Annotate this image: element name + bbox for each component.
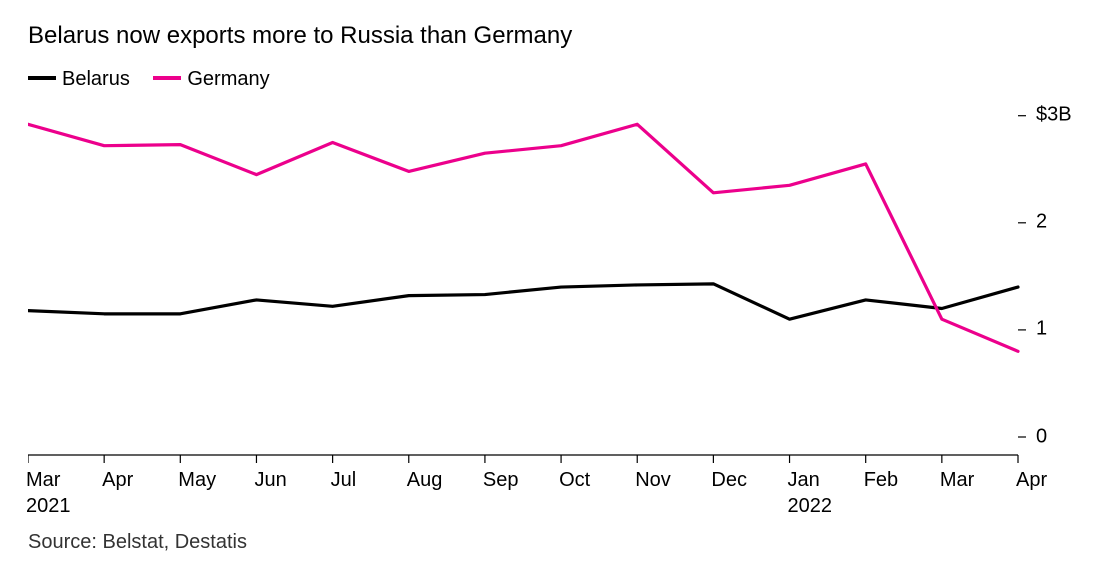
x-tick-label: Jan bbox=[788, 469, 820, 492]
legend-item-belarus: Belarus bbox=[28, 68, 130, 91]
x-tick-label: Jun bbox=[254, 469, 286, 492]
y-tick-label: 2 bbox=[1036, 211, 1047, 234]
legend-label-belarus: Belarus bbox=[62, 68, 130, 91]
chart-area: 0 1 2 $3B Mar 2021 Apr May Jun Jul Aug Sep Oct Nov Dec… bbox=[28, 97, 1072, 517]
x-tick-label: Nov bbox=[635, 469, 671, 492]
x-tick-label: Sep bbox=[483, 469, 519, 492]
legend: Belarus Germany bbox=[28, 64, 1072, 91]
x-tick-label: Apr bbox=[1016, 469, 1047, 492]
x-tick-label: Aug bbox=[407, 469, 443, 492]
x-tick-label: Oct bbox=[559, 469, 590, 492]
source-text: Source: Belstat, Destatis bbox=[28, 531, 1072, 554]
legend-swatch-germany bbox=[153, 76, 181, 80]
x-year-label: 2022 bbox=[788, 495, 833, 518]
y-tick-label: 1 bbox=[1036, 318, 1047, 341]
x-tick-label: Mar bbox=[940, 469, 974, 492]
legend-swatch-belarus bbox=[28, 76, 56, 80]
x-year-label: 2021 bbox=[26, 495, 71, 518]
x-tick-label: Apr bbox=[102, 469, 133, 492]
line-chart bbox=[28, 97, 1072, 517]
x-tick-label: Dec bbox=[711, 469, 747, 492]
y-tick-label: 0 bbox=[1036, 425, 1047, 448]
x-tick-label: Jul bbox=[331, 469, 357, 492]
legend-label-germany: Germany bbox=[187, 68, 269, 91]
x-tick-label: May bbox=[178, 469, 216, 492]
chart-title: Belarus now exports more to Russia than … bbox=[28, 22, 1072, 50]
legend-item-germany: Germany bbox=[153, 68, 269, 91]
x-tick-label: Feb bbox=[864, 469, 898, 492]
x-tick-label: Mar bbox=[26, 469, 60, 492]
y-tick-label: $3B bbox=[1036, 104, 1072, 127]
